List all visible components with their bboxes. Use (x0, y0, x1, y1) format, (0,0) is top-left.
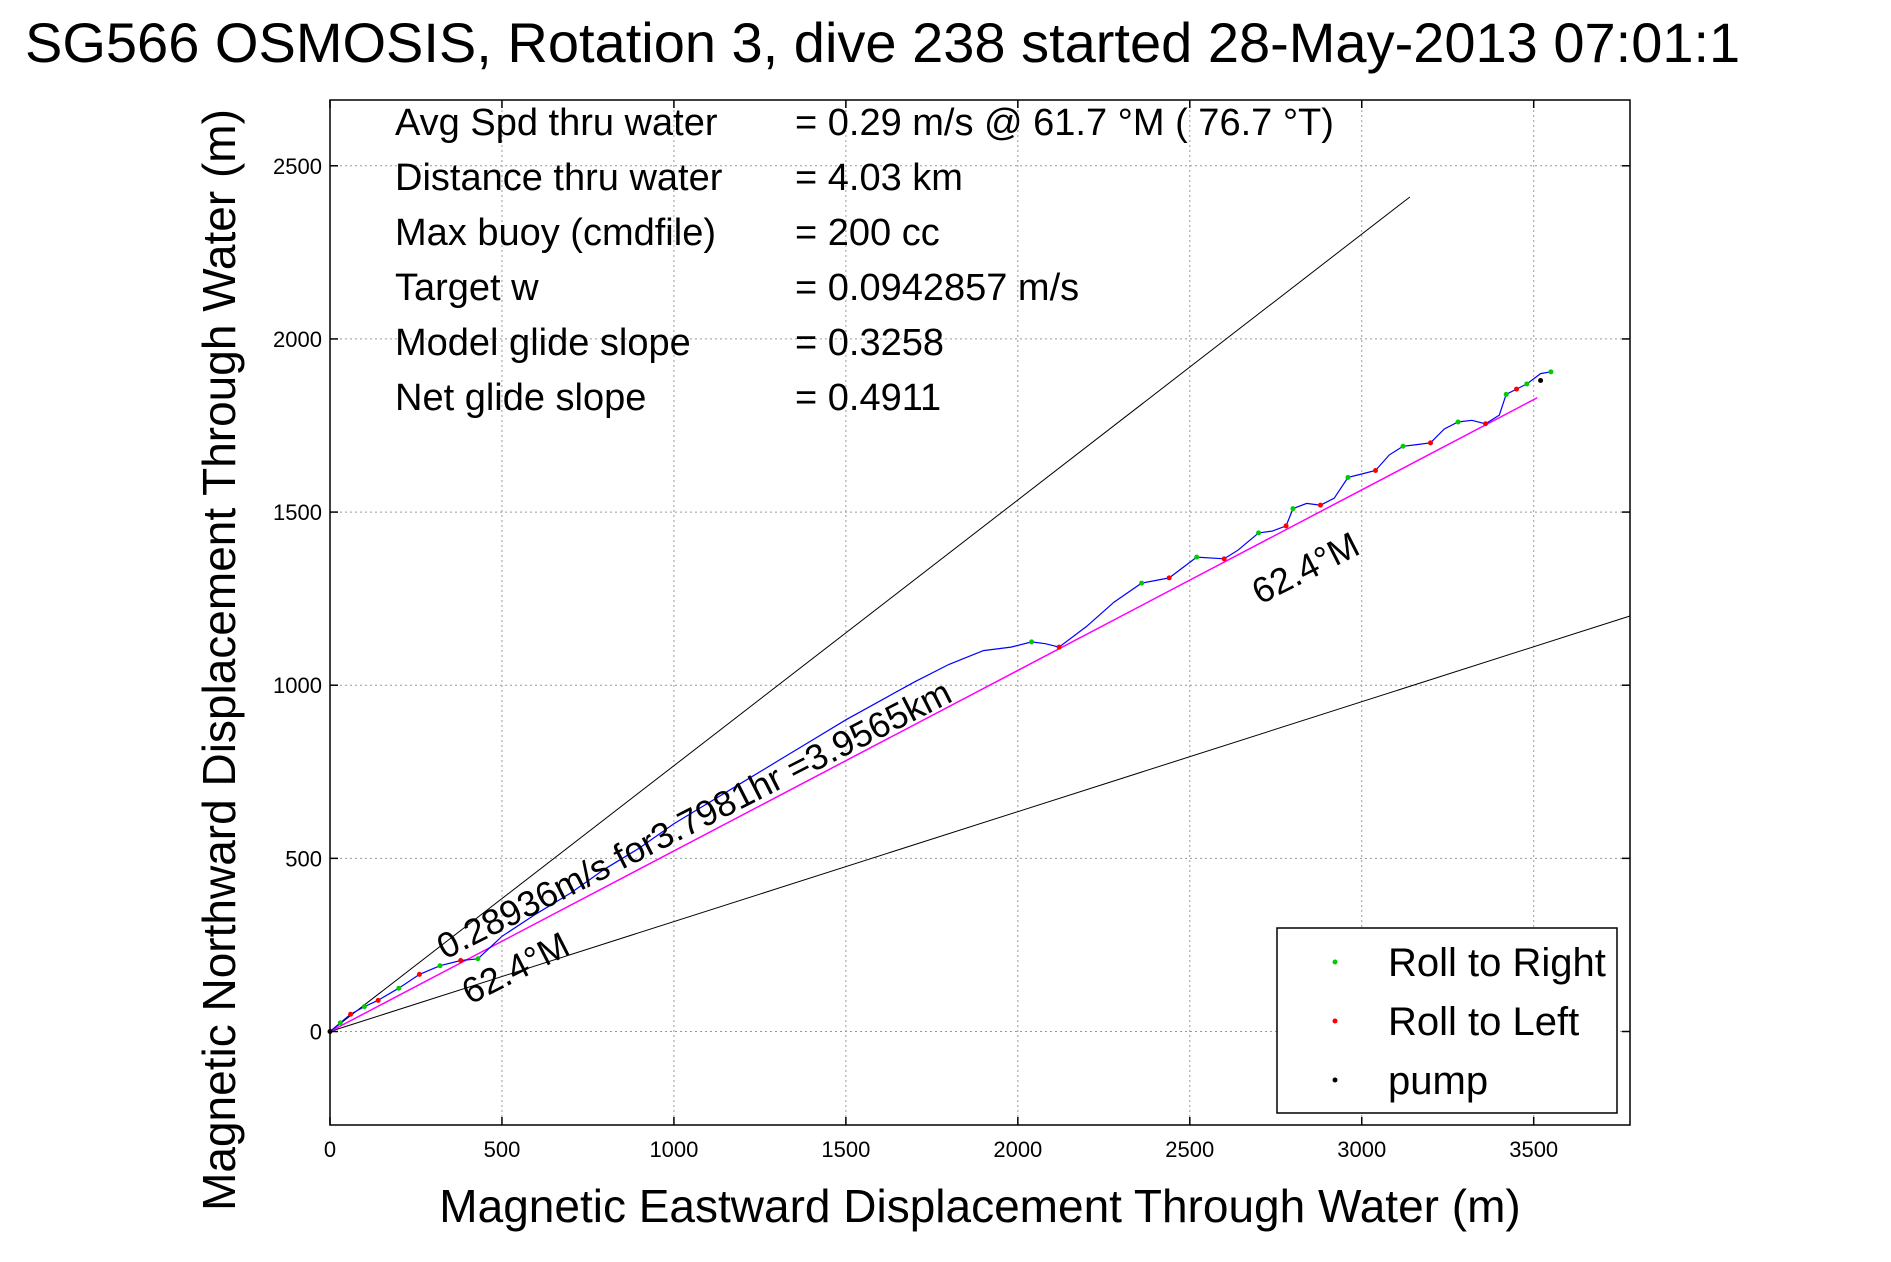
roll-to-left-point (1373, 468, 1379, 474)
info-label: Avg Spd thru water (395, 102, 718, 144)
track-line (329, 371, 1552, 1032)
x-tick-label: 3500 (1509, 1137, 1558, 1162)
x-tick-label: 2500 (1165, 1137, 1214, 1162)
roll-to-right-point (1290, 506, 1296, 512)
roll-to-right-point (1345, 474, 1351, 480)
roll-to-right-point (1548, 369, 1554, 375)
roll-to-left-point (1221, 556, 1227, 562)
roll-to-right-point (1029, 639, 1035, 645)
info-label: Model glide slope (395, 322, 691, 364)
legend-marker-roll-right (1332, 959, 1338, 965)
x-tick-label: 1500 (821, 1137, 870, 1162)
roll-to-right-point (1256, 530, 1262, 536)
legend-marker-pump (1332, 1077, 1338, 1083)
roll-to-left-point (416, 971, 422, 977)
roll-to-right-point (361, 1004, 367, 1010)
envelope-line (329, 615, 1631, 1032)
info-block: Avg Spd thru water = 0.29 m/s @ 61.7 °M (… (395, 102, 1334, 419)
info-value: = 0.3258 (795, 322, 944, 364)
heading-annotation-upper: 62.4°M (1245, 524, 1366, 612)
grid-lines (329, 100, 1630, 1125)
info-value: = 4.03 km (795, 157, 963, 199)
x-tick-label: 0 (324, 1137, 336, 1162)
dive-track (329, 371, 1552, 1032)
info-label: Max buoy (cmdfile) (395, 212, 716, 254)
roll-to-right-point (1503, 391, 1509, 397)
y-tick-label: 1000 (273, 673, 322, 698)
roll-to-right-point (437, 963, 443, 969)
info-value: = 0.29 m/s @ 61.7 °M ( 76.7 °T) (795, 102, 1334, 144)
speed-annotation: 0.28936m/s for3.7981hr =3.9565km (430, 671, 958, 967)
info-value: = 0.0942857 m/s (795, 267, 1079, 309)
envelope-lines (329, 196, 1631, 1032)
roll-to-right-point (1139, 580, 1145, 586)
net-glide-line (329, 397, 1538, 1033)
x-tick-label: 3000 (1337, 1137, 1386, 1162)
roll-to-right-point (337, 1020, 343, 1026)
y-axis: 0 500 1000 1500 2000 2500 (273, 154, 1630, 1045)
x-tick-label: 1000 (649, 1137, 698, 1162)
chart-title: SG566 OSMOSIS, Rotation 3, dive 238 star… (25, 11, 1740, 74)
roll-to-right-point (1194, 554, 1200, 560)
info-label: Net glide slope (395, 377, 646, 419)
plot-frame (329, 99, 1631, 1126)
info-label: Target w (395, 267, 539, 309)
info-value: = 0.4911 (795, 377, 941, 419)
roll-to-left-point (1283, 523, 1289, 529)
legend-label-roll-right: Roll to Right (1388, 941, 1606, 985)
roll-to-left-point (1514, 386, 1520, 392)
roll-to-right-point (475, 956, 481, 962)
roll-to-left-point (1056, 644, 1062, 650)
roll-to-right-point (1400, 443, 1406, 449)
roll-to-left-point (348, 1011, 354, 1017)
legend: Roll to Right Roll to Left pump (1276, 927, 1618, 1114)
roll-to-left-point (1317, 502, 1323, 508)
roll-to-left-point (1483, 421, 1489, 427)
y-tick-label: 2000 (273, 327, 322, 352)
net-line (329, 397, 1538, 1033)
roll-to-right-point (1524, 381, 1530, 387)
envelope-line (329, 196, 1411, 1032)
y-axis-label: Magnetic Northward Displacement Through … (193, 109, 245, 1211)
y-tick-label: 0 (310, 1020, 322, 1045)
roll-markers (327, 369, 1554, 1035)
roll-to-left-point (458, 958, 464, 964)
roll-to-left-point (1166, 575, 1172, 581)
y-tick-label: 2500 (273, 154, 322, 179)
y-tick-label: 500 (285, 846, 322, 871)
x-axis: 0 500 1000 1500 2000 2500 3000 3500 (324, 100, 1558, 1162)
roll-to-left-point (1428, 440, 1434, 446)
info-value: = 200 cc (795, 212, 940, 254)
info-label: Distance thru water (395, 157, 723, 199)
pump-point (1538, 377, 1544, 383)
legend-label-roll-left: Roll to Left (1388, 1000, 1579, 1044)
x-tick-label: 500 (484, 1137, 521, 1162)
roll-to-right-point (1455, 419, 1461, 425)
x-tick-label: 2000 (993, 1137, 1042, 1162)
roll-to-right-point (396, 985, 402, 991)
x-axis-label: Magnetic Eastward Displacement Through W… (439, 1180, 1520, 1232)
roll-to-left-point (375, 997, 381, 1003)
legend-marker-roll-left (1332, 1018, 1338, 1024)
pump-point (327, 1029, 333, 1035)
legend-label-pump: pump (1388, 1059, 1488, 1103)
y-tick-label: 1500 (273, 500, 322, 525)
